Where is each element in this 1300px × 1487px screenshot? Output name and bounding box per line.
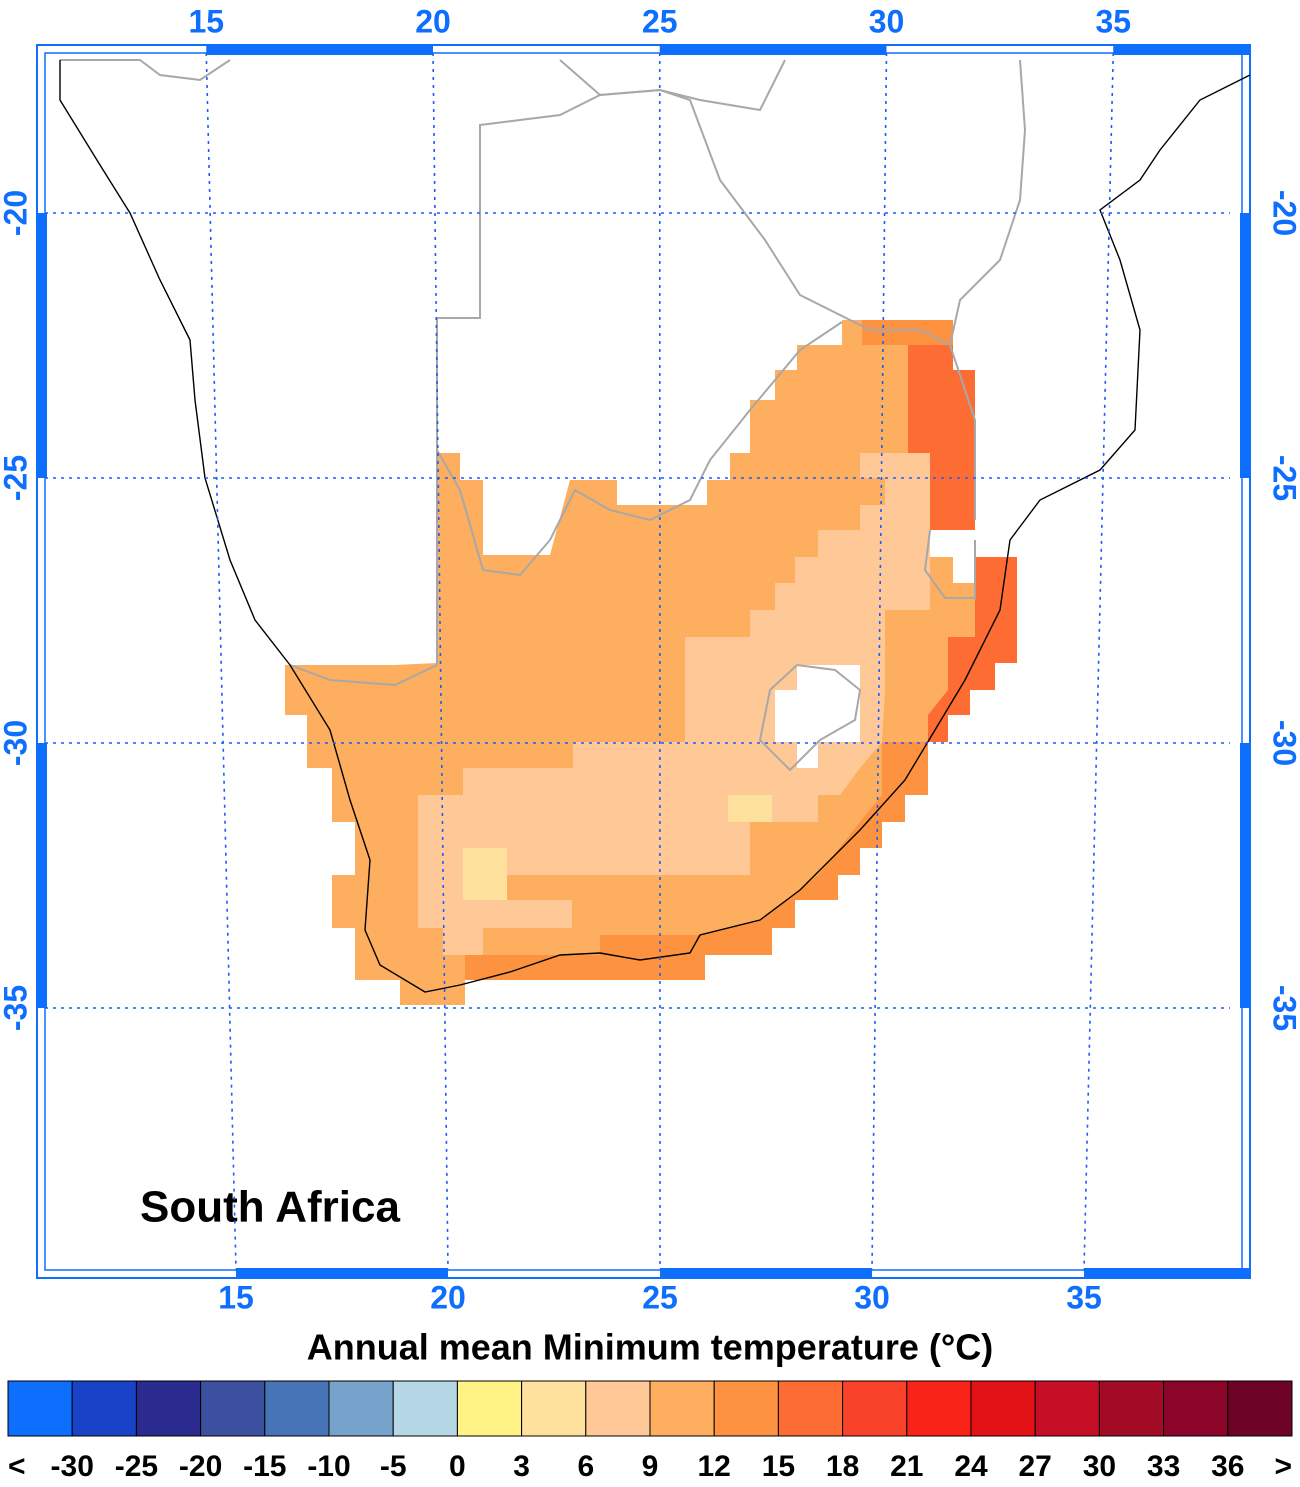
lon-tick-label: 15 — [188, 3, 224, 39]
axis-bar — [236, 1268, 448, 1278]
region-12-15 — [465, 742, 928, 980]
colorbar-label: 6 — [577, 1450, 594, 1483]
map-frame — [36, 44, 1251, 1279]
colorbar-swatch — [777, 1380, 844, 1437]
lat-tick-label: -20 — [0, 190, 33, 236]
axis-bar — [1113, 45, 1250, 55]
region-12-15 — [862, 320, 953, 345]
axis-bar — [206, 45, 433, 55]
border-line — [289, 664, 438, 687]
colorbar-label: 12 — [698, 1450, 731, 1483]
border-line — [436, 88, 951, 665]
region-15-18 — [908, 345, 975, 530]
colorbar-label: 21 — [890, 1450, 923, 1483]
colorbar-label: 18 — [826, 1450, 859, 1483]
eswatini-gap — [930, 530, 975, 583]
grid-line — [1083, 52, 1115, 1271]
colorbar-label: -10 — [307, 1450, 350, 1483]
colorbar-swatch — [7, 1380, 73, 1437]
colorbar-swatch — [1098, 1380, 1165, 1437]
lon-tick-label: 35 — [1066, 1279, 1102, 1315]
colorbar-label: > — [1274, 1450, 1292, 1483]
colorbar-label: 36 — [1211, 1450, 1244, 1483]
colorbar-swatch — [970, 1380, 1036, 1437]
colorbar-swatch — [135, 1380, 202, 1437]
grid-line — [871, 52, 888, 1271]
border-line — [923, 529, 976, 599]
colorbar-swatch — [521, 1380, 587, 1437]
lon-tick-label: 25 — [642, 3, 678, 39]
colorbar-swatch — [71, 1380, 137, 1437]
lat-tick-label: -20 — [1267, 190, 1300, 236]
lat-tick-label: -35 — [0, 985, 33, 1031]
colorbar-label: -20 — [179, 1450, 222, 1483]
lat-tick-label: -25 — [0, 455, 33, 501]
colorbar-label: 30 — [1083, 1450, 1116, 1483]
colorbar-label: 33 — [1147, 1450, 1180, 1483]
colorbar-swatch — [585, 1380, 651, 1437]
lon-tick-label: 25 — [642, 1279, 678, 1315]
grid-line — [432, 52, 449, 1271]
colorbar-label: 3 — [513, 1450, 530, 1483]
lat-tick-label: -35 — [1267, 985, 1300, 1031]
border-line — [758, 664, 862, 772]
lon-tick-label: 20 — [430, 1279, 466, 1315]
colorbar-swatch — [649, 1380, 715, 1437]
colorbar-swatch — [906, 1380, 972, 1437]
colorbar-swatch — [200, 1380, 266, 1437]
lon-tick-label: 15 — [218, 1279, 254, 1315]
colorbar-swatch — [1163, 1380, 1229, 1437]
lon-tick-label: 20 — [415, 3, 451, 39]
colorbar-swatch — [264, 1380, 330, 1437]
colorbar-swatch — [842, 1380, 908, 1437]
region-3-6 — [463, 848, 507, 900]
colorbar-label: < — [8, 1450, 26, 1483]
lon-tick-label: 30 — [854, 1279, 890, 1315]
region-6-9 — [418, 453, 930, 955]
lon-tick-label: 30 — [869, 3, 905, 39]
borders — [60, 59, 1027, 772]
border-line — [948, 59, 1027, 520]
colorbar-title: Annual mean Minimum temperature (°C) — [307, 1327, 993, 1368]
colorbar-swatch — [713, 1380, 779, 1437]
lat-tick-label: -30 — [1267, 720, 1300, 766]
colorbar-label: 27 — [1019, 1450, 1052, 1483]
colorbar-label: -15 — [243, 1450, 286, 1483]
colorbar-swatch — [1227, 1380, 1293, 1437]
border-line — [60, 59, 231, 82]
region-label: South Africa — [140, 1183, 400, 1232]
axis-bar — [37, 743, 47, 1008]
axis-bar — [1240, 743, 1250, 1008]
lesotho-gap — [775, 665, 860, 768]
axis-bar — [660, 1268, 872, 1278]
colorbar-label: 0 — [449, 1450, 466, 1483]
lat-tick-label: -30 — [0, 720, 33, 766]
lon-tick-label: 35 — [1095, 3, 1131, 39]
colorbar-swatch — [328, 1380, 394, 1437]
temperature-field — [285, 320, 1017, 1005]
colorbar-label: -5 — [380, 1450, 407, 1483]
region-9-12 — [285, 320, 1017, 1005]
axis-bar — [1240, 213, 1250, 478]
border-line — [559, 59, 786, 112]
colorbar-label: 24 — [954, 1450, 988, 1483]
colorbar-label: -25 — [115, 1450, 158, 1483]
grid-line — [205, 52, 237, 1271]
colorbar-label: 15 — [762, 1450, 795, 1483]
coastline — [59, 60, 1251, 993]
lat-tick-label: -25 — [1267, 455, 1300, 501]
colorbar-swatch — [392, 1380, 458, 1437]
axis-bar — [1084, 1268, 1250, 1278]
axis-bar — [37, 213, 47, 478]
region-15-18 — [928, 557, 1017, 742]
border-line — [436, 321, 843, 577]
region-3-6 — [728, 795, 772, 822]
axis-bar — [659, 45, 887, 55]
colorbar-label: 9 — [642, 1450, 659, 1483]
colorbar-swatch — [456, 1380, 523, 1437]
colorbar-label: -30 — [51, 1450, 94, 1483]
map-inner-frame — [44, 52, 1243, 1271]
colorbar-swatch — [1034, 1380, 1100, 1437]
